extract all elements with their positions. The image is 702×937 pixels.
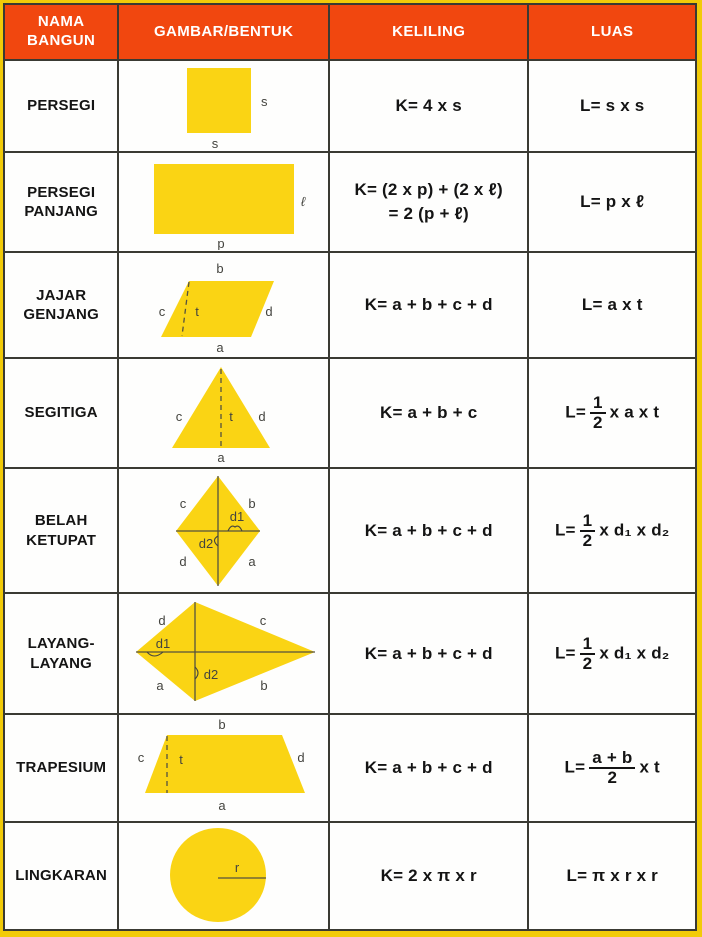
table-row-persegi: PERSEGI s s K= 4 x s L= s x s (2, 59, 697, 153)
label-width-right: ℓ (301, 194, 306, 209)
label-left: c (158, 304, 165, 319)
shape-cell: c t d a (117, 357, 330, 469)
shape-cell: d c d1 d2 a b (117, 592, 330, 715)
label-diagonal-1: d1 (155, 636, 169, 651)
shape-cell: r (117, 821, 330, 931)
shape-name: JAJAR GENJANG (2, 251, 120, 359)
table-row-segitiga: SEGITIGA c t d a K= a + b + c L= 1 2 x a x … (2, 357, 697, 469)
shape-cell: c b d1 d2 d a (117, 467, 330, 594)
circle-shape: r (169, 828, 266, 922)
label-diagonal-2: d2 (198, 536, 212, 551)
header-gambar-bentuk: GAMBAR/BENTUK (117, 3, 330, 61)
label-top-left: d (158, 613, 165, 628)
table-row-belah-ketupat: BELAH KETUPAT c b d1 d2 d a K= a + b + c… (2, 467, 697, 594)
rhombus-shape: c b d1 d2 d a (175, 476, 260, 586)
label-bottom-left: a (156, 678, 164, 693)
header-luas: LUAS (527, 3, 697, 61)
label-top: b (216, 261, 223, 276)
label-radius: r (234, 860, 239, 875)
label-top: b (218, 717, 225, 732)
trapezoid-shape: b c t d a (137, 717, 305, 813)
label-bottom-left: d (179, 554, 186, 569)
label-left: c (137, 750, 144, 765)
shape-name: LAYANG-LAYANG (2, 592, 120, 715)
keliling-formula: K= 2 x π x r (327, 821, 530, 931)
label-bottom-right: b (260, 678, 267, 693)
kite-shape: d c d1 d2 a b (135, 602, 315, 701)
label-bottom: a (217, 450, 225, 465)
keliling-formula: K= a + b + c + d (327, 251, 530, 359)
luas-formula: L= 1 2 x d₁ x d₂ (527, 467, 697, 594)
label-top-right: c (259, 613, 266, 628)
header-row: NAMA BANGUN GAMBAR/BENTUK KELILING LUAS (2, 3, 697, 61)
shape-cell: b c t d a (117, 713, 330, 823)
shape-name: BELAH KETUPAT (2, 467, 120, 594)
rectangle-shape: ℓ p (153, 164, 306, 250)
table-row-trapesium: TRAPESIUM b c t d a K= a + b + c + d L= a… (2, 713, 697, 823)
label-bottom-right: a (248, 554, 256, 569)
shape-cell: b c t d a (117, 251, 330, 359)
keliling-formula: K= 4 x s (327, 59, 530, 153)
label-height: t (179, 752, 183, 767)
label-height: t (229, 409, 233, 424)
shape-name: TRAPESIUM (2, 713, 120, 823)
keliling-formula: K= a + b + c + d (327, 713, 530, 823)
shape-cell: ℓ p (117, 151, 330, 253)
label-left: c (175, 409, 182, 424)
shape-name: SEGITIGA (2, 357, 120, 469)
geometry-formula-table: NAMA BANGUN GAMBAR/BENTUK KELILING LUAS … (2, 3, 697, 931)
header-keliling: KELILING (327, 3, 530, 61)
label-diagonal-1: d1 (229, 509, 243, 524)
label-height: t (195, 304, 199, 319)
square-shape: s s (186, 68, 268, 150)
shape-cell: s s (117, 59, 330, 153)
table-row-lingkaran: LINGKARAN r K= 2 x π x r L= π x r x r (2, 821, 697, 931)
label-side-bottom: s (211, 136, 218, 150)
label-bottom: a (218, 798, 226, 813)
luas-formula: L= s x s (527, 59, 697, 153)
luas-formula: L= π x r x r (527, 821, 697, 931)
label-top-left: c (179, 496, 186, 511)
luas-formula: L= a x t (527, 251, 697, 359)
table-row-jajar-genjang: JAJAR GENJANG b c t d a K= a + b + c + d… (2, 251, 697, 359)
label-right: d (297, 750, 304, 765)
label-bottom: a (216, 340, 224, 355)
label-side-right: s (261, 94, 268, 109)
shape-name: LINGKARAN (2, 821, 120, 931)
keliling-formula: K= (2 x p) + (2 x ℓ) = 2 (p + ℓ) (327, 151, 530, 253)
luas-formula: L= 1 2 x a x t (527, 357, 697, 469)
parallelogram-shape: b c t d a (158, 261, 274, 355)
label-top-right: b (248, 496, 255, 511)
label-diagonal-2: d2 (203, 667, 217, 682)
keliling-formula: K= a + b + c (327, 357, 530, 469)
label-right: d (265, 304, 272, 319)
header-nama-bangun: NAMA BANGUN (2, 3, 120, 61)
table-row-persegi-panjang: PERSEGI PANJANG ℓ p K= (2 x p) + (2 x ℓ)… (2, 151, 697, 253)
label-right: d (258, 409, 265, 424)
keliling-formula: K= a + b + c + d (327, 467, 530, 594)
label-length-bottom: p (217, 236, 224, 250)
luas-formula: L= p x ℓ (527, 151, 697, 253)
shape-name: PERSEGI PANJANG (2, 151, 120, 253)
table-row-layang-layang: LAYANG-LAYANG d c d1 d2 a b K= a + b + c… (2, 592, 697, 715)
shape-name: PERSEGI (2, 59, 120, 153)
triangle-shape: c t d a (171, 367, 270, 465)
luas-formula: L= 1 2 x d₁ x d₂ (527, 592, 697, 715)
keliling-formula: K= a + b + c + d (327, 592, 530, 715)
